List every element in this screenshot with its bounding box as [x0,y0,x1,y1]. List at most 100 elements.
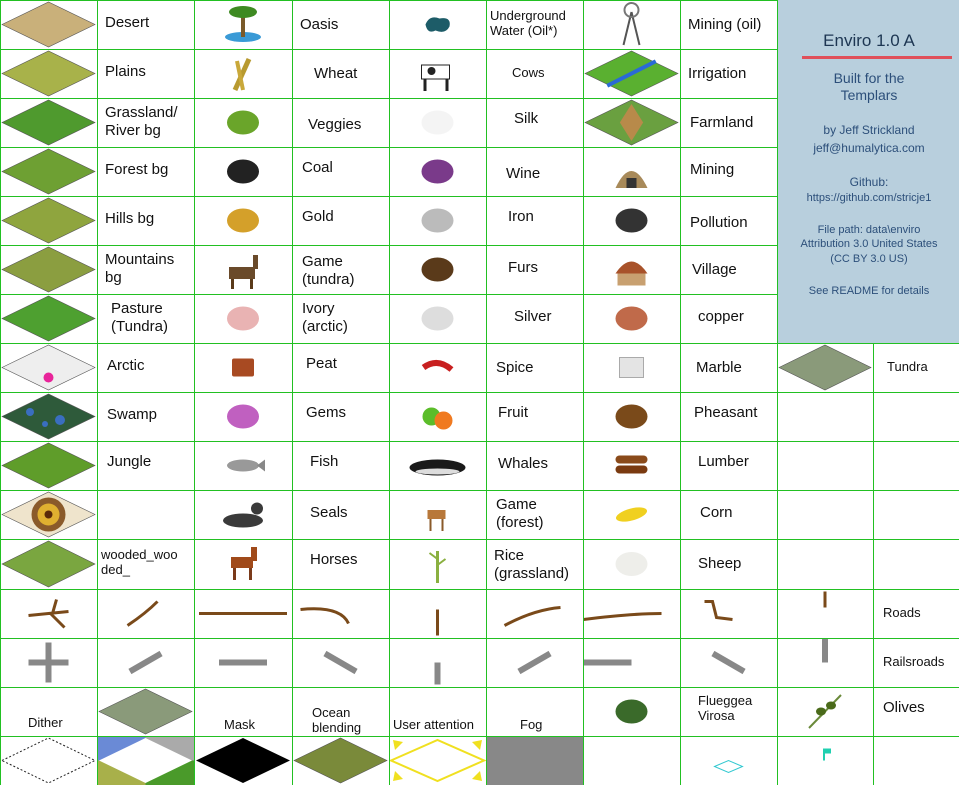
railroad-piece-icon [323,650,358,675]
silver-icon [421,306,454,331]
label-sheep: Sheep [698,555,742,572]
sheep-icon [615,552,648,576]
desert-tile-icon [1,1,96,48]
spice-icon [421,360,454,372]
label-desert: Desert [105,14,150,31]
tundra-overlay-tile-icon [98,688,193,735]
road-piece-icon [28,599,69,629]
label-cows: Cows [512,65,545,80]
road-piece-icon [126,600,159,627]
grapes-icon [421,159,454,184]
label-fog: Fog [520,717,543,732]
label-gems: Gems [306,404,347,421]
label-spice: Spice [496,359,534,376]
info-panel: Enviro 1.0 A Built for the Templars by J… [777,0,959,343]
irrigation-icon [584,50,679,97]
road-piece-icon [300,607,350,625]
plains-tile-icon [1,50,96,97]
label-corn: Corn [700,504,733,521]
label-olives: Olives [883,699,925,716]
pig-icon [227,306,259,331]
coal-icon [227,159,259,184]
arctic-tile-icon [1,344,96,391]
furs-icon [421,257,454,282]
whale-icon [409,459,466,476]
fog-tile-icon [486,736,583,785]
palm-tree-icon [225,6,261,42]
label-arctic: Arctic [107,357,145,374]
label-silver: Silver [514,308,552,325]
label-coal: Coal [302,159,333,176]
label-horses: Horses [310,551,358,568]
github-url: https://github.com/stricje1 [806,192,932,204]
label-ocean-blending: Ocean blending [312,705,362,735]
readme-text: See README for details [808,285,930,297]
compass-tile-icon [1,491,96,538]
label-mask: Mask [224,717,256,732]
label-underground-water: Underground Water (Oil*) [490,8,566,38]
label-game-tundra: Game (tundra) [302,253,355,288]
user-attention-tile-icon [389,738,486,783]
railroad-piece-icon [583,659,632,666]
fruit-icon [422,407,453,430]
peat-icon [232,358,254,377]
railroad-piece-icon [128,650,163,675]
label-mining-oil: Mining (oil) [688,16,762,33]
rice-icon [428,551,447,583]
seal-icon [223,502,263,528]
label-lumber: Lumber [698,453,749,470]
mask-tile-icon [196,738,290,783]
hills-tile-icon [1,197,96,244]
label-mining: Mining [690,161,735,178]
label-pollution: Pollution [690,214,748,231]
label-village: Village [692,261,737,278]
hut-icon [615,261,648,286]
label-swamp: Swamp [107,406,158,423]
wooded-tile-icon [1,540,96,588]
road-piece-icon [199,612,287,615]
label-peat: Peat [306,355,337,372]
copper-icon [615,306,648,331]
railroad-piece-icon [517,650,552,675]
windmill-icon [622,2,641,46]
label-rice: Rice (grassland) [494,547,570,582]
road-piece-icon [436,609,439,636]
gold-icon [227,208,259,233]
label-veggies: Veggies [308,116,362,133]
marble-icon [619,357,644,378]
tundra-tile-icon [778,344,872,391]
road-piece-icon [823,591,827,608]
horse-icon [231,547,257,580]
label-irrigation: Irrigation [688,65,747,82]
label-whales: Whales [498,455,549,472]
blend-tile-icon [97,736,194,785]
small-flag-icon [823,748,831,761]
pheasant-icon [615,404,648,429]
fish-icon [227,459,265,472]
label-roads: Roads [883,605,921,620]
railroad-piece-icon [219,659,267,666]
label-fish: Fish [310,453,339,470]
label-oasis: Oasis [300,16,339,33]
label-copper: copper [698,308,744,325]
antelope-icon [427,510,446,531]
railroad-piece-icon [822,638,828,663]
farmland-icon [584,99,679,146]
iron-icon [421,208,454,233]
label-pheasant: Pheasant [694,404,758,421]
forest-tile-icon [1,148,96,195]
label-tundra: Tundra [887,359,928,374]
veggies-icon [227,110,259,135]
label-dither: Dither [28,715,63,730]
label-flueggea: Flueggea Virosa [698,693,753,723]
label-wheat: Wheat [314,65,358,82]
label-wooded: wooded_woo ded_ [101,547,178,577]
label-pasture: Pasture (Tundra) [111,300,168,335]
logs-icon [615,455,648,474]
pasture-tile-icon [1,295,96,342]
wheat-icon [232,57,252,92]
ocean-blend-tile-icon [293,737,388,784]
railroad-piece-icon [434,662,441,685]
label-ivory: Ivory (arctic) [302,300,348,335]
